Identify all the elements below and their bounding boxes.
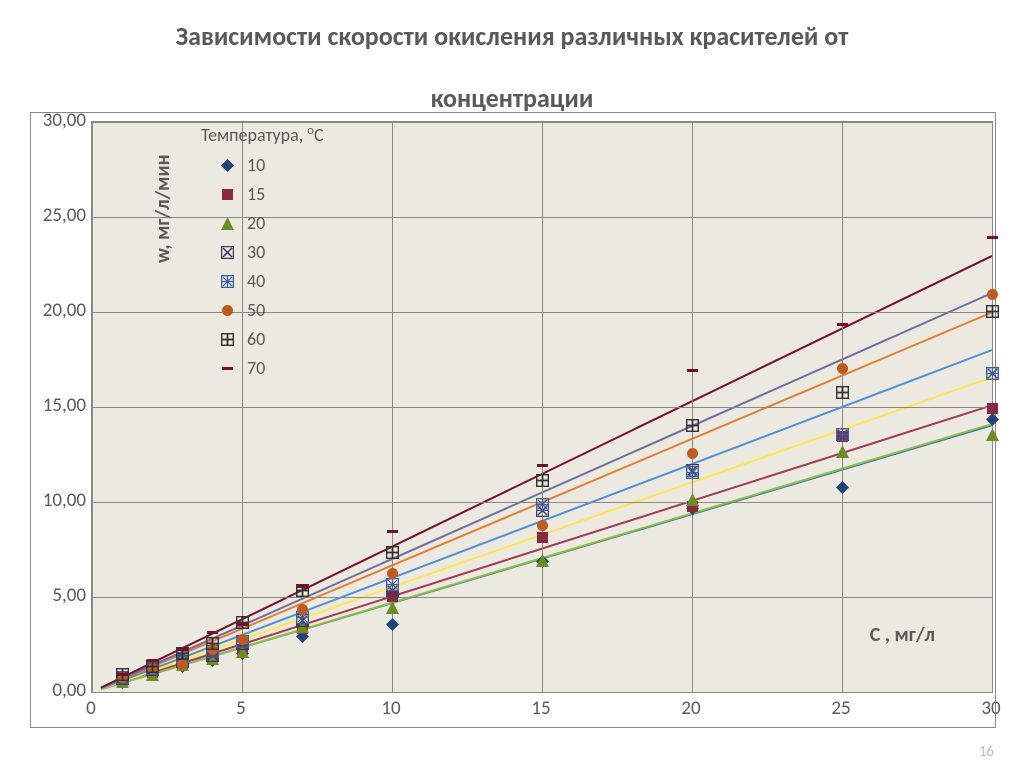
legend-item: 60 xyxy=(217,328,324,350)
data-point xyxy=(236,617,249,630)
y-tick-label: 0,00 xyxy=(31,679,86,702)
legend-marker-icon xyxy=(217,329,237,349)
legend-marker-icon xyxy=(217,184,237,204)
y-axis-title: w, мг/л/мин xyxy=(151,155,175,264)
legend-marker-icon xyxy=(217,213,237,233)
data-point xyxy=(986,304,999,317)
data-point xyxy=(206,625,219,638)
data-point xyxy=(686,363,699,376)
legend-label: 10 xyxy=(247,154,265,176)
data-point xyxy=(386,617,399,630)
data-point xyxy=(836,317,849,330)
legend-label: 60 xyxy=(247,328,265,350)
data-point xyxy=(686,465,699,478)
legend-label: 20 xyxy=(247,212,265,234)
legend-item: 15 xyxy=(217,183,324,205)
legend-marker-icon xyxy=(217,155,237,175)
legend-title: Температура, оС xyxy=(201,123,324,146)
x-tick-label: 15 xyxy=(531,697,550,720)
data-point xyxy=(296,602,309,615)
data-point xyxy=(686,492,699,505)
data-point xyxy=(986,366,999,379)
legend-item: 20 xyxy=(217,212,324,234)
title-line2: концентрации xyxy=(0,85,1024,111)
x-tick-label: 5 xyxy=(236,697,246,720)
x-tick-label: 10 xyxy=(381,697,400,720)
data-point xyxy=(386,545,399,558)
data-point xyxy=(986,287,999,300)
data-point xyxy=(536,458,549,471)
data-point xyxy=(146,653,159,666)
legend-item: 40 xyxy=(217,270,324,292)
page: { "title_line1": "Зависимости скорости о… xyxy=(0,0,1024,767)
data-point xyxy=(386,600,399,613)
data-point xyxy=(296,579,309,592)
legend-item: 70 xyxy=(217,357,324,379)
data-point xyxy=(536,473,549,486)
legend-items: 10 15 20 30 40 50 60 70 xyxy=(201,154,324,379)
legend-marker-icon xyxy=(217,242,237,262)
legend-item: 30 xyxy=(217,241,324,263)
data-point xyxy=(686,418,699,431)
data-point xyxy=(836,427,849,440)
data-point xyxy=(986,427,999,440)
data-point xyxy=(836,361,849,374)
legend-item: 50 xyxy=(217,299,324,321)
legend-marker-icon xyxy=(217,358,237,378)
chart-title: Зависимости скорости окисления различных… xyxy=(0,23,1024,111)
legend-label: 30 xyxy=(247,241,265,263)
data-point xyxy=(116,667,129,680)
data-point xyxy=(836,385,849,398)
x-tick-label: 0 xyxy=(86,697,96,720)
x-tick-label: 25 xyxy=(831,697,850,720)
legend: Температура, оС 10 15 20 30 40 50 60 70 xyxy=(201,123,324,386)
y-tick-label: 30,00 xyxy=(31,109,86,132)
y-tick-label: 5,00 xyxy=(31,584,86,607)
x-axis-title: С , мг/л xyxy=(870,623,935,647)
legend-marker-icon xyxy=(217,300,237,320)
chart-frame: 0,00 5,00 10,00 15,00 20,00 25,00 30,00 0 5 10 15… xyxy=(30,112,996,728)
data-point xyxy=(536,497,549,510)
data-point xyxy=(986,401,999,414)
legend-label: 15 xyxy=(247,183,265,205)
page-number: 16 xyxy=(979,743,994,761)
data-point xyxy=(176,642,189,655)
y-tick-label: 15,00 xyxy=(31,394,86,417)
data-point xyxy=(236,632,249,645)
data-point xyxy=(836,480,849,493)
data-point xyxy=(536,553,549,566)
data-point xyxy=(686,446,699,459)
y-tick-label: 10,00 xyxy=(31,489,86,512)
title-line1: Зависимости скорости окисления различных… xyxy=(0,23,1024,49)
x-tick-label: 30 xyxy=(981,697,1000,720)
data-point xyxy=(386,566,399,579)
legend-label: 40 xyxy=(247,270,265,292)
data-point xyxy=(986,230,999,243)
legend-item: 10 xyxy=(217,154,324,176)
x-tick-label: 20 xyxy=(681,697,700,720)
legend-label: 70 xyxy=(247,357,265,379)
y-tick-label: 25,00 xyxy=(31,204,86,227)
legend-marker-icon xyxy=(217,271,237,291)
data-point xyxy=(836,444,849,457)
data-point xyxy=(386,524,399,537)
legend-label: 50 xyxy=(247,299,265,321)
y-tick-label: 20,00 xyxy=(31,299,86,322)
data-point xyxy=(536,518,549,531)
